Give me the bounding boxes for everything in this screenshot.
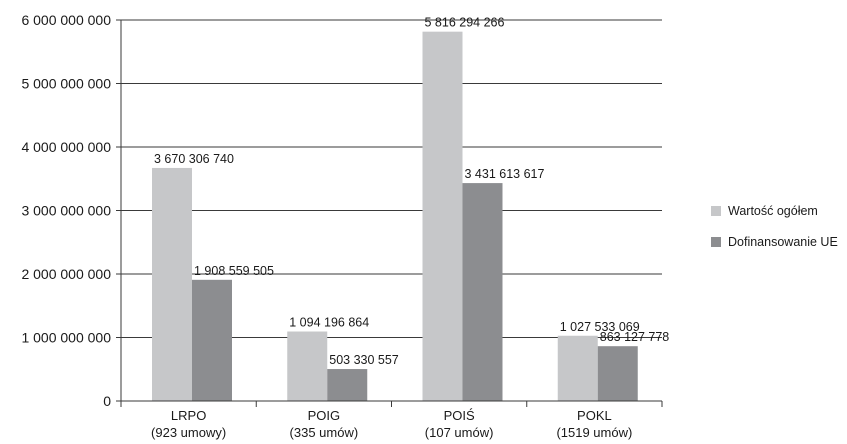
legend-label: Wartość ogółem bbox=[728, 204, 818, 218]
legend-swatch bbox=[711, 206, 721, 216]
data-labels: 3 670 306 740 1 094 196 864 5 816 294 266 1… bbox=[154, 16, 669, 367]
data-label: 863 127 778 bbox=[600, 330, 670, 344]
data-label: 503 330 557 bbox=[329, 353, 399, 367]
data-label: 5 816 294 266 bbox=[425, 16, 505, 30]
y-tick-label: 6 000 000 000 bbox=[21, 12, 111, 28]
category-sublabel: (107 umów) bbox=[425, 425, 494, 440]
bar bbox=[557, 335, 598, 401]
category-sublabel: (335 umów) bbox=[290, 425, 359, 440]
category-label: POIŚ bbox=[444, 408, 475, 423]
data-label: 1 908 559 505 bbox=[194, 264, 274, 278]
data-label: 3 670 306 740 bbox=[154, 152, 234, 166]
category-sublabel: (923 umowy) bbox=[151, 425, 226, 440]
x-axis: LRPO (923 umowy) POIG (335 umów) POIŚ (107 um… bbox=[120, 400, 663, 440]
category-label: POKL bbox=[577, 408, 612, 423]
category-sublabel: (1519 umów) bbox=[556, 425, 632, 440]
legend-swatch bbox=[711, 237, 721, 247]
bar bbox=[327, 369, 368, 401]
bar bbox=[422, 31, 463, 401]
data-label: 3 431 613 617 bbox=[465, 167, 545, 181]
y-tick-label: 2 000 000 000 bbox=[21, 266, 111, 282]
bars bbox=[152, 31, 638, 401]
bar bbox=[192, 279, 232, 401]
y-axis-ticks: 0 1 000 000 000 2 000 000 000 3 000 000 000… bbox=[21, 12, 122, 409]
legend: Wartość ogółem Dofinansowanie UE bbox=[711, 204, 838, 249]
category-label: LRPO bbox=[171, 408, 206, 423]
data-label: 1 027 533 069 bbox=[560, 320, 640, 334]
legend-label: Dofinansowanie UE bbox=[728, 235, 838, 249]
bar bbox=[597, 346, 638, 401]
data-label: 1 094 196 864 bbox=[289, 316, 369, 330]
y-tick-label: 4 000 000 000 bbox=[21, 139, 111, 155]
bar bbox=[287, 331, 328, 401]
y-tick-label: 0 bbox=[103, 393, 111, 409]
category-label: POIG bbox=[308, 408, 341, 423]
bar bbox=[152, 167, 192, 401]
y-tick-label: 3 000 000 000 bbox=[21, 203, 111, 219]
bar bbox=[462, 183, 503, 401]
y-tick-label: 5 000 000 000 bbox=[21, 76, 111, 92]
y-tick-label: 1 000 000 000 bbox=[21, 330, 111, 346]
